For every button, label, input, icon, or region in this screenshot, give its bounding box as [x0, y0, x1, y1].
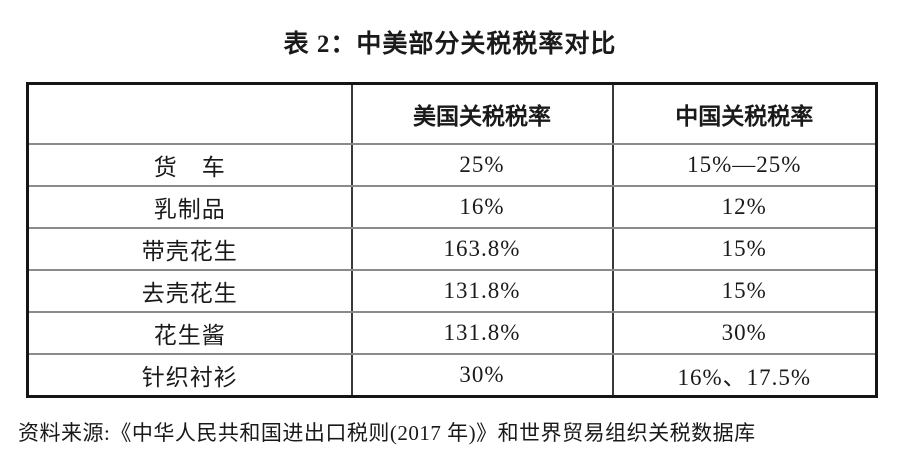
- us-tariff-cell: 16%: [350, 185, 614, 229]
- header-cell-us-tariff: 美国关税税率: [350, 83, 614, 145]
- us-tariff-cell: 163.8%: [350, 227, 614, 271]
- source-note: 资料来源:《中华人民共和国进出口税则(2017 年)》和世界贸易组织关税数据库: [18, 421, 756, 445]
- table-row: 货 车 25% 15%—25%: [27, 143, 877, 187]
- header-cell-item: [27, 83, 353, 145]
- us-tariff-cell: 131.8%: [350, 269, 614, 313]
- cn-tariff-cell: 15%: [611, 227, 877, 271]
- cn-tariff-cell: 12%: [611, 185, 877, 229]
- us-tariff-cell: 25%: [350, 143, 614, 187]
- item-cell: 针织衬衫: [27, 353, 353, 397]
- cn-tariff-cell: 30%: [611, 311, 877, 355]
- item-cell: 货 车: [27, 143, 353, 187]
- tariff-comparison-table: 美国关税税率 中国关税税率 货 车 25% 15%—25% 乳制品 16% 12…: [26, 82, 878, 398]
- table-row: 花生酱 131.8% 30%: [27, 311, 877, 355]
- header-cell-cn-tariff: 中国关税税率: [611, 83, 877, 145]
- table-row: 去壳花生 131.8% 15%: [27, 269, 877, 313]
- cn-tariff-cell: 15%: [611, 269, 877, 313]
- us-tariff-cell: 30%: [350, 353, 614, 397]
- item-cell: 去壳花生: [27, 269, 353, 313]
- table-row: 针织衬衫 30% 16%、17.5%: [27, 353, 877, 397]
- item-cell: 乳制品: [27, 185, 353, 229]
- table-row: 乳制品 16% 12%: [27, 185, 877, 229]
- item-cell: 带壳花生: [27, 227, 353, 271]
- table-header-row: 美国关税税率 中国关税税率: [27, 83, 877, 145]
- cn-tariff-cell: 15%—25%: [611, 143, 877, 187]
- us-tariff-cell: 131.8%: [350, 311, 614, 355]
- item-cell: 花生酱: [27, 311, 353, 355]
- table-title: 表 2：中美部分关税税率对比: [283, 31, 617, 58]
- table-row: 带壳花生 163.8% 15%: [27, 227, 877, 271]
- cn-tariff-cell: 16%、17.5%: [611, 353, 877, 397]
